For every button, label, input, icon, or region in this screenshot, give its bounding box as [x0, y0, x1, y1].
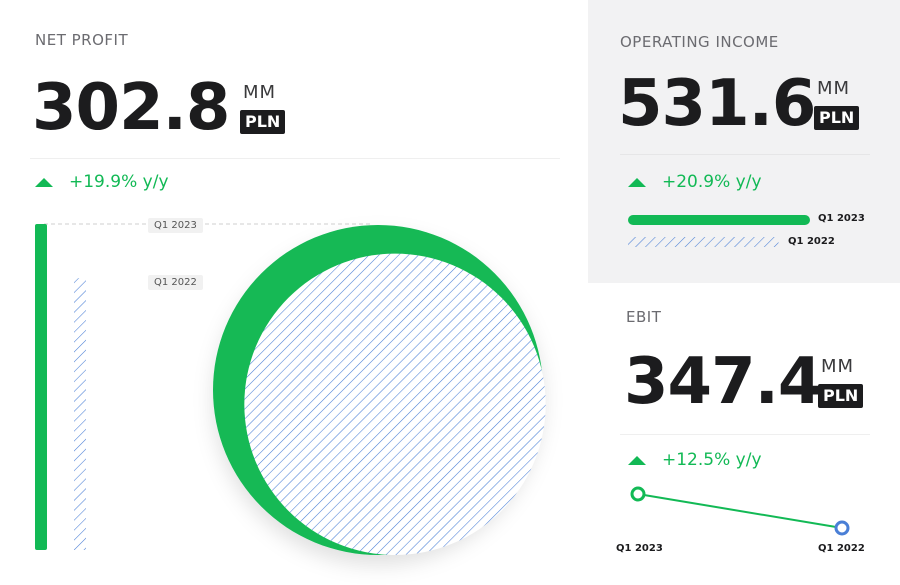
net-profit-chart — [35, 223, 546, 555]
operating-income-currency-badge: PLN — [814, 106, 860, 130]
ebit-divider — [620, 434, 870, 435]
net-profit-currency-badge: PLN — [240, 110, 286, 134]
operating-income-chart — [628, 215, 810, 247]
ebit-title: EBIT — [626, 308, 662, 326]
operating-income-divider — [620, 154, 870, 155]
operating-income-panel — [588, 0, 900, 283]
ebit-point-q1-2023 — [630, 486, 646, 502]
up-triangle-icon — [35, 177, 53, 187]
ebit-label-q1-2022: Q1 2022 — [818, 543, 865, 554]
operating-income-bar-q1-2022 — [628, 237, 779, 247]
ebit-change: +12.5% y/y — [628, 450, 762, 470]
net-profit-bar-q1-2022 — [74, 278, 86, 550]
net-profit-title: NET PROFIT — [35, 31, 129, 49]
operating-income-change-text: +20.9% y/y — [662, 172, 762, 192]
ebit-label-q1-2023: Q1 2023 — [616, 543, 663, 554]
up-triangle-icon — [628, 177, 646, 187]
net-profit-circle-q1-2022 — [244, 253, 546, 555]
ebit-change-text: +12.5% y/y — [662, 450, 762, 470]
operating-income-label-q1-2022: Q1 2022 — [788, 236, 835, 247]
net-profit-value: 302.8 — [32, 71, 230, 145]
net-profit-unit: MM — [243, 82, 277, 103]
operating-income-change: +20.9% y/y — [628, 172, 762, 192]
ebit-value: 347.4 — [624, 345, 822, 419]
net-profit-change: +19.9% y/y — [35, 172, 169, 192]
net-profit-bar-q1-2023 — [35, 224, 47, 550]
ebit-chart — [630, 486, 850, 536]
ebit-point-q1-2022 — [834, 520, 850, 536]
ebit-currency-badge: PLN — [818, 384, 864, 408]
ebit-unit: MM — [821, 356, 855, 377]
up-triangle-icon — [628, 455, 646, 465]
net-profit-tag-q1-2023: Q1 2023 — [148, 218, 203, 233]
operating-income-bar-q1-2023 — [628, 215, 810, 225]
operating-income-unit: MM — [817, 78, 851, 99]
operating-income-value: 531.6 — [618, 67, 816, 141]
operating-income-label-q1-2023: Q1 2023 — [818, 213, 865, 224]
net-profit-change-text: +19.9% y/y — [69, 172, 169, 192]
ebit-line — [637, 493, 843, 529]
operating-income-title: OPERATING INCOME — [620, 33, 779, 51]
net-profit-divider — [30, 158, 560, 159]
net-profit-tag-q1-2022: Q1 2022 — [148, 275, 203, 290]
